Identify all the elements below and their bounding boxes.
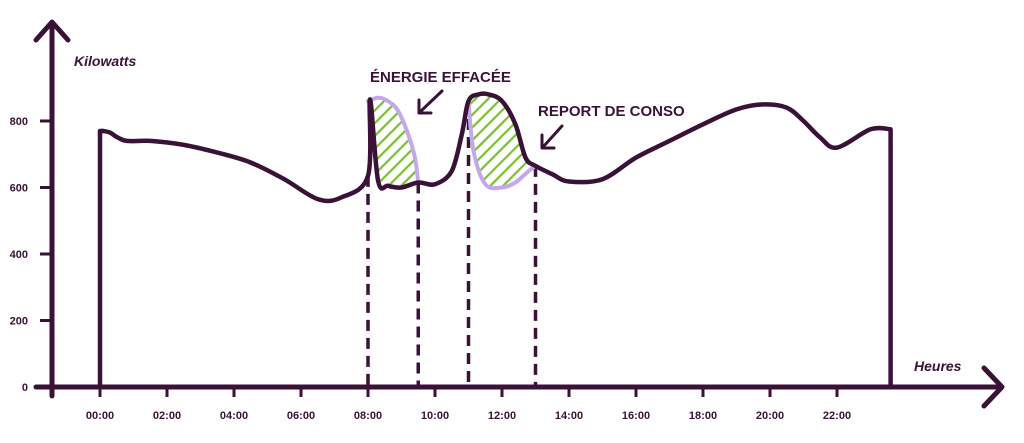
- x-tick-label: 06:00: [287, 410, 315, 422]
- annotation-report-de-conso-label: REPORT DE CONSO: [538, 103, 685, 120]
- y-tick-label: 0: [22, 382, 28, 394]
- arrow-down-left-icon: [417, 89, 444, 115]
- x-tick-label: 04:00: [220, 410, 248, 422]
- x-axis: [33, 365, 1005, 409]
- x-axis-label: Heures: [914, 358, 962, 374]
- y-tick-label: 400: [10, 249, 28, 261]
- hatched-areas: [368, 94, 536, 189]
- y-tick-label: 200: [10, 316, 28, 328]
- hatched-area-report-de-conso: [468, 94, 536, 189]
- hatched-area-energie-effacee: [368, 97, 419, 188]
- annotation-report-de-conso: REPORT DE CONSO: [538, 103, 685, 150]
- y-axis-label: Kilowatts: [74, 53, 136, 69]
- marker-lines: [366, 101, 538, 387]
- x-tick-label: 12:00: [488, 410, 516, 422]
- x-tick-label: 08:00: [354, 410, 382, 422]
- x-tick-label: 20:00: [756, 410, 784, 422]
- reference-curve: [366, 95, 421, 185]
- y-tick-label: 600: [10, 183, 28, 195]
- annotation-energie-effacee-label: ÉNERGIE EFFACÉE: [370, 69, 511, 86]
- x-tick-label: 02:00: [153, 410, 181, 422]
- x-tick-label: 18:00: [689, 410, 717, 422]
- y-ticks: 0 200 400 600 800: [10, 116, 52, 394]
- y-axis: [33, 19, 71, 399]
- x-ticks: 00:00 02:00 04:00 06:00 08:00 10:00 12:00 14:00…: [86, 387, 851, 422]
- consumption-curve: [97, 91, 893, 390]
- y-tick-label: 800: [10, 116, 28, 128]
- reference-curve: [466, 99, 538, 191]
- x-tick-label: 22:00: [823, 410, 851, 422]
- annotation-energie-effacee: ÉNERGIE EFFACÉE: [370, 69, 511, 115]
- series-lines: [97, 91, 893, 390]
- x-tick-label: 16:00: [622, 410, 650, 422]
- arrow-down-left-icon: [540, 124, 564, 150]
- x-tick-label: 14:00: [555, 410, 583, 422]
- x-tick-label: 10:00: [421, 410, 449, 422]
- x-tick-label: 00:00: [86, 410, 114, 422]
